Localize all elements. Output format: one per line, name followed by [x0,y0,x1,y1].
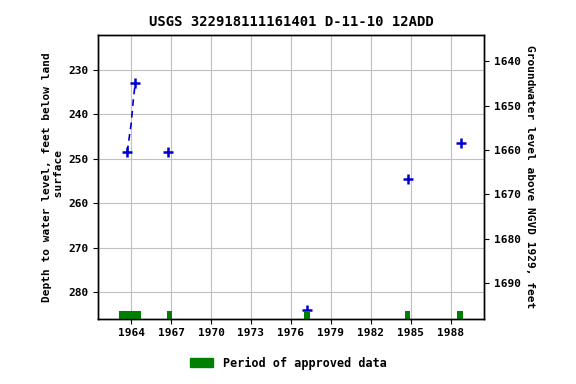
Bar [167,311,172,319]
Y-axis label: Depth to water level, feet below land
 surface: Depth to water level, feet below land su… [42,52,64,301]
Bar [304,311,310,319]
Bar [405,311,410,319]
Legend: Period of approved data: Period of approved data [185,352,391,374]
Bar [119,311,141,319]
Title: USGS 322918111161401 D-11-10 12ADD: USGS 322918111161401 D-11-10 12ADD [149,15,433,29]
Y-axis label: Groundwater level above NGVD 1929, feet: Groundwater level above NGVD 1929, feet [525,45,535,308]
Bar [457,311,463,319]
